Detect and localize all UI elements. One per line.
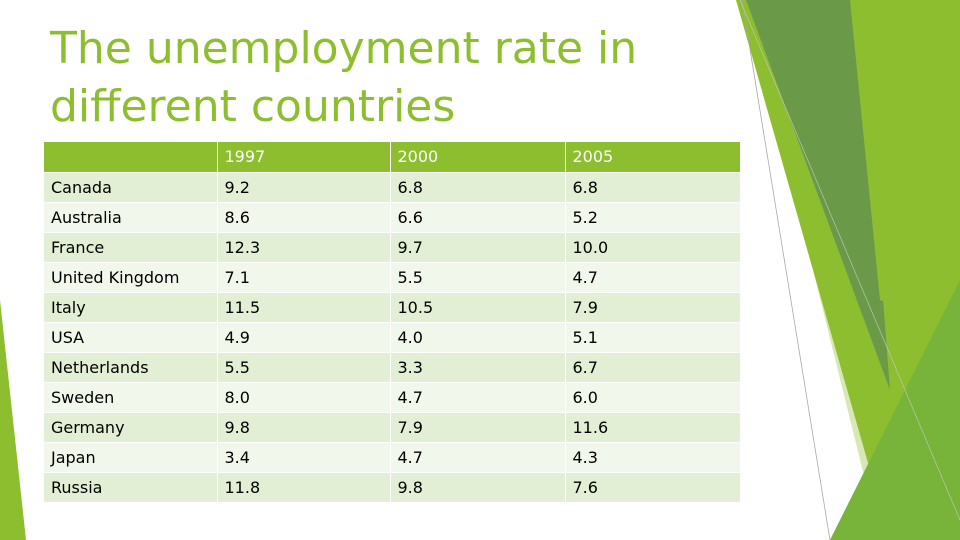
value-cell-2000: 4.7 — [390, 442, 566, 473]
left-edge-triangle — [0, 300, 26, 540]
table-row: Netherlands 5.5 3.3 6.7 — [44, 352, 741, 383]
right-bright-green-facet — [850, 0, 960, 330]
value-cell-1997: 11.5 — [217, 292, 391, 323]
value-cell-2005: 6.7 — [565, 352, 741, 383]
table-row: Germany 9.8 7.9 11.6 — [44, 412, 741, 443]
header-cell-2005: 2005 — [565, 142, 741, 173]
value-cell-2005: 6.8 — [565, 172, 741, 203]
value-cell-2000: 4.7 — [390, 382, 566, 413]
value-cell-2000: 6.8 — [390, 172, 566, 203]
slide-title: The unemployment rate in different count… — [50, 23, 638, 132]
header-cell-2000: 2000 — [390, 142, 566, 173]
country-cell: Sweden — [44, 382, 218, 413]
value-cell-2005: 5.1 — [565, 322, 741, 353]
value-cell-1997: 5.5 — [217, 352, 391, 383]
value-cell-2000: 9.8 — [390, 472, 566, 503]
value-cell-1997: 12.3 — [217, 232, 391, 263]
country-cell: Australia — [44, 202, 218, 233]
table-row: Japan 3.4 4.7 4.3 — [44, 442, 741, 473]
value-cell-1997: 3.4 — [217, 442, 391, 473]
country-cell: Russia — [44, 472, 218, 503]
right-dark-green-facet — [746, 0, 890, 390]
right-bottom-green-facet — [830, 280, 960, 540]
value-cell-2000: 7.9 — [390, 412, 566, 443]
table-row: USA 4.9 4.0 5.1 — [44, 322, 741, 353]
value-cell-2005: 10.0 — [565, 232, 741, 263]
country-cell: Netherlands — [44, 352, 218, 383]
value-cell-2005: 11.6 — [565, 412, 741, 443]
country-cell: Canada — [44, 172, 218, 203]
value-cell-1997: 8.6 — [217, 202, 391, 233]
country-cell: Japan — [44, 442, 218, 473]
country-cell: Germany — [44, 412, 218, 443]
table-row: Sweden 8.0 4.7 6.0 — [44, 382, 741, 413]
value-cell-1997: 4.9 — [217, 322, 391, 353]
unemployment-table: 1997 2000 2005 Canada 9.2 6.8 6.8 Austra… — [44, 142, 741, 503]
value-cell-1997: 8.0 — [217, 382, 391, 413]
header-row: 1997 2000 2005 — [44, 142, 741, 173]
country-cell: Italy — [44, 292, 218, 323]
table-row: Canada 9.2 6.8 6.8 — [44, 172, 741, 203]
table-header: 1997 2000 2005 — [44, 142, 741, 173]
value-cell-1997: 11.8 — [217, 472, 391, 503]
value-cell-2000: 6.6 — [390, 202, 566, 233]
value-cell-2005: 7.9 — [565, 292, 741, 323]
table-row: France 12.3 9.7 10.0 — [44, 232, 741, 263]
value-cell-2005: 6.0 — [565, 382, 741, 413]
table-row: Russia 11.8 9.8 7.6 — [44, 472, 741, 503]
table-body: Canada 9.2 6.8 6.8 Australia 8.6 6.6 5.2… — [44, 172, 741, 503]
value-cell-2000: 4.0 — [390, 322, 566, 353]
value-cell-1997: 9.8 — [217, 412, 391, 443]
table-row: United Kingdom 7.1 5.5 4.7 — [44, 262, 741, 293]
value-cell-2005: 4.3 — [565, 442, 741, 473]
right-accent-line-2 — [739, 0, 960, 521]
value-cell-2005: 4.7 — [565, 262, 741, 293]
right-accent-line — [741, 0, 831, 540]
table-row: Australia 8.6 6.6 5.2 — [44, 202, 741, 233]
country-cell: USA — [44, 322, 218, 353]
country-cell: France — [44, 232, 218, 263]
country-cell: United Kingdom — [44, 262, 218, 293]
value-cell-2000: 10.5 — [390, 292, 566, 323]
value-cell-2000: 9.7 — [390, 232, 566, 263]
value-cell-2005: 7.6 — [565, 472, 741, 503]
header-cell-1997: 1997 — [217, 142, 391, 173]
value-cell-1997: 7.1 — [217, 262, 391, 293]
value-cell-2000: 5.5 — [390, 262, 566, 293]
table-row: Italy 11.5 10.5 7.9 — [44, 292, 741, 323]
header-cell-country — [44, 142, 218, 173]
value-cell-1997: 9.2 — [217, 172, 391, 203]
value-cell-2000: 3.3 — [390, 352, 566, 383]
value-cell-2005: 5.2 — [565, 202, 741, 233]
